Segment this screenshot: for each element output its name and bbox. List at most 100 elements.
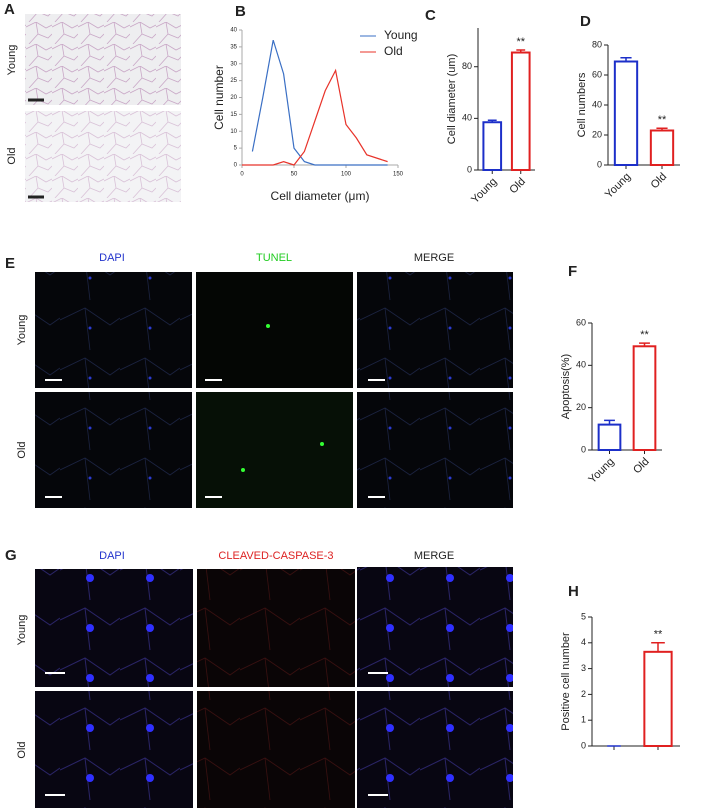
- y-tick-label: 40: [592, 99, 602, 109]
- error-bar: [516, 49, 526, 53]
- y-tick-label: 2: [581, 689, 586, 699]
- row-label: Young: [16, 615, 28, 646]
- row-label: Old: [16, 441, 28, 458]
- y-tick-label: 20: [230, 95, 237, 101]
- x-tick-label: Young: [603, 171, 633, 201]
- x-tick-label: 150: [393, 172, 404, 178]
- y-tick-label: 3: [581, 663, 586, 673]
- x-tick-label: Old: [507, 176, 528, 197]
- y-tick-label: 4: [581, 637, 586, 647]
- bar: [613, 60, 639, 166]
- y-tick-label: 5: [234, 146, 238, 152]
- column-label: DAPI: [99, 252, 125, 264]
- panel-label: A: [4, 1, 15, 18]
- significance: **: [654, 629, 663, 641]
- row-label: Old: [16, 741, 28, 758]
- panel-label: C: [425, 7, 436, 24]
- x-tick-label: Old: [631, 456, 652, 477]
- legend-label: Old: [384, 44, 403, 58]
- x-tick-label: Young: [469, 176, 499, 206]
- y-tick-label: 40: [576, 360, 586, 370]
- y-tick-label: 1: [581, 715, 586, 725]
- column-label: DAPI: [99, 550, 125, 562]
- panel-label: B: [235, 3, 246, 20]
- micrograph: [25, 111, 181, 202]
- panel-label: G: [5, 547, 17, 564]
- micrograph: [197, 691, 355, 808]
- bar: [597, 423, 622, 452]
- column-label: MERGE: [414, 550, 454, 562]
- y-axis-label: Cell numbers: [576, 72, 588, 137]
- column-label: TUNEL: [256, 252, 292, 264]
- column-label: MERGE: [414, 252, 454, 264]
- y-tick-label: 0: [581, 444, 586, 454]
- micrograph: [197, 569, 355, 687]
- micrograph: [357, 392, 513, 508]
- error-bar: [651, 642, 665, 652]
- significance: **: [640, 329, 649, 341]
- y-axis-label: Positive cell number: [560, 632, 572, 731]
- micrograph-grid: [35, 567, 513, 808]
- cell: [320, 442, 324, 446]
- y-tick-label: 5: [581, 611, 586, 621]
- row-label: Young: [16, 315, 28, 346]
- y-tick-label: 35: [230, 44, 237, 50]
- x-axis-label: Cell diameter (μm): [271, 189, 370, 203]
- y-tick-label: 20: [592, 129, 602, 139]
- y-axis-label: Apoptosis(%): [560, 354, 572, 419]
- line-series: [251, 39, 388, 166]
- bar: [632, 345, 657, 451]
- y-tick-label: 60: [576, 317, 586, 327]
- micrograph: [357, 272, 513, 388]
- x-tick-label: Old: [649, 171, 670, 192]
- y-tick-label: 80: [462, 61, 472, 71]
- x-tick-label: 100: [341, 172, 352, 178]
- micrograph: [35, 569, 193, 687]
- y-tick-label: 0: [467, 164, 472, 174]
- x-tick-label: 50: [291, 172, 298, 178]
- micrograph: [357, 567, 513, 687]
- x-tick-label: Young: [586, 456, 616, 486]
- row-label: Young: [6, 45, 18, 76]
- significance: **: [658, 114, 667, 126]
- bar: [482, 121, 503, 172]
- y-tick-label: 40: [462, 113, 472, 123]
- y-tick-label: 0: [597, 159, 602, 169]
- y-tick-label: 60: [592, 69, 602, 79]
- error-bar: [620, 57, 632, 62]
- panel-label: E: [5, 255, 15, 272]
- row-label: Old: [6, 147, 18, 164]
- y-tick-label: 0: [234, 163, 238, 169]
- micrograph: [35, 272, 192, 388]
- micrograph: [35, 691, 193, 808]
- micrograph: [35, 392, 192, 508]
- micrograph: [357, 691, 513, 808]
- y-tick-label: 10: [230, 129, 237, 135]
- y-axis-label: Cell number: [212, 65, 226, 130]
- y-tick-label: 80: [592, 39, 602, 49]
- y-tick-label: 20: [576, 402, 586, 412]
- y-axis-label: Cell diameter (um): [446, 54, 458, 144]
- bar: [643, 650, 673, 748]
- legend-label: Young: [384, 28, 418, 42]
- error-bar: [639, 342, 650, 347]
- column-label: CLEAVED-CASPASE-3: [218, 550, 333, 562]
- y-tick-label: 25: [230, 78, 237, 84]
- bar: [649, 129, 675, 166]
- error-bar: [604, 419, 615, 425]
- cell: [266, 324, 270, 328]
- bar: [510, 51, 531, 171]
- micrograph-grid: [35, 272, 513, 508]
- panel-label: H: [568, 583, 579, 600]
- error-bar: [656, 127, 668, 131]
- y-tick-label: 40: [230, 28, 237, 34]
- y-tick-label: 0: [581, 740, 586, 750]
- y-tick-label: 30: [230, 61, 237, 67]
- panel-label: D: [580, 13, 591, 30]
- x-tick-label: 0: [240, 172, 244, 178]
- significance: **: [516, 36, 525, 48]
- panel-label: F: [568, 263, 577, 280]
- micrograph: [196, 272, 353, 388]
- y-tick-label: 15: [230, 112, 237, 118]
